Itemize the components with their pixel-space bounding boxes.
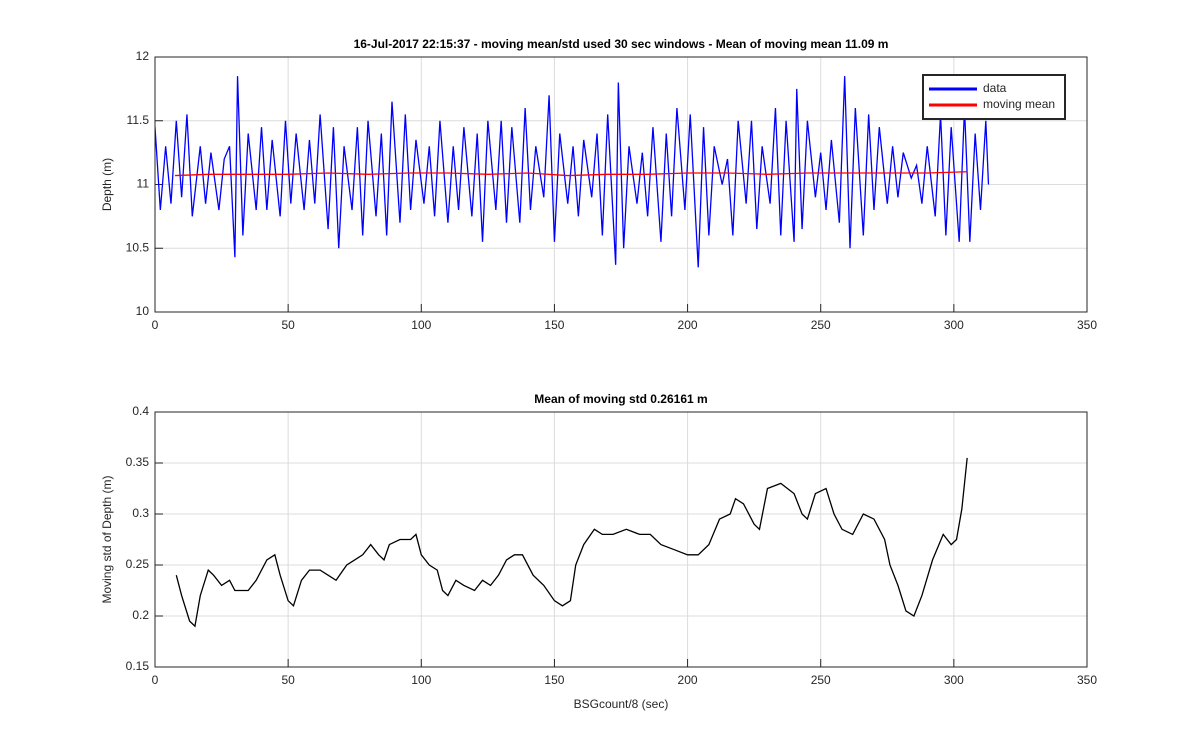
y-tick-label: 11.5	[127, 113, 150, 127]
x-tick-label: 0	[152, 318, 159, 332]
x-tick-label: 350	[1077, 673, 1097, 687]
x-tick-label: 350	[1077, 318, 1097, 332]
x-tick-label: 150	[544, 673, 564, 687]
x-tick-label: 50	[281, 673, 295, 687]
x-tick-label: 250	[811, 318, 831, 332]
y-tick-label: 0.15	[126, 659, 150, 673]
x-tick-label: 100	[411, 673, 431, 687]
y-tick-label: 0.4	[132, 404, 149, 418]
chart-title: Mean of moving std 0.26161 m	[534, 392, 707, 406]
y-tick-label: 10.5	[126, 240, 150, 254]
x-tick-label: 50	[281, 318, 295, 332]
data-line	[174, 171, 968, 177]
y-tick-label: 0.25	[126, 557, 150, 571]
y-tick-label: 0.2	[132, 608, 149, 622]
x-tick-label: 200	[678, 673, 698, 687]
y-axis-label: Moving std of Depth (m)	[100, 475, 114, 603]
y-tick-label: 11	[137, 177, 150, 191]
y-tick-label: 0.35	[126, 455, 150, 469]
x-axis-label: BSGcount/8 (sec)	[574, 697, 669, 711]
x-tick-label: 150	[544, 318, 564, 332]
legend-box	[922, 74, 1066, 120]
y-axis-label: Depth (m)	[100, 158, 114, 211]
x-tick-label: 200	[678, 318, 698, 332]
y-tick-label: 12	[136, 49, 150, 63]
axes-box	[154, 411, 1088, 668]
x-tick-label: 300	[944, 318, 964, 332]
axes-box	[154, 56, 1088, 313]
data-line	[155, 76, 990, 268]
chart-title: 16-Jul-2017 22:15:37 - moving mean/std u…	[354, 37, 889, 51]
y-tick-label: 0.3	[132, 506, 149, 520]
y-tick-label: 10	[136, 304, 150, 318]
data-line	[175, 457, 968, 628]
legend-label: moving mean	[983, 97, 1055, 111]
x-tick-label: 0	[152, 673, 159, 687]
legend-label: data	[983, 81, 1007, 95]
x-tick-label: 100	[411, 318, 431, 332]
x-tick-label: 250	[811, 673, 831, 687]
x-tick-label: 300	[944, 673, 964, 687]
